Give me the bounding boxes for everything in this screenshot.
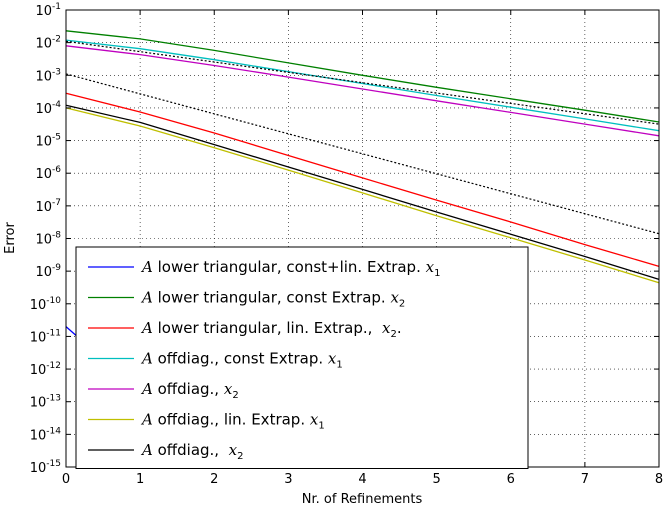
y-tick-label: 10-9 bbox=[35, 263, 61, 280]
x-tick-label: 5 bbox=[432, 472, 440, 487]
x-tick-label: 7 bbox=[581, 472, 589, 487]
y-tick-label: 10-14 bbox=[30, 426, 62, 443]
y-tick-label: 10-12 bbox=[30, 361, 61, 378]
x-tick-label: 0 bbox=[62, 472, 70, 487]
y-tick-label: 10-13 bbox=[30, 394, 61, 411]
x-tick-label: 3 bbox=[284, 472, 292, 487]
y-axis-ticks: 10-15 10-14 10-13 10-12 10-11 10-10 10-9 10-8 10… bbox=[30, 2, 659, 476]
legend-entry: A offdiag., x2 bbox=[140, 380, 239, 401]
legend-entry: A offdiag., lin. Extrap. x1 bbox=[140, 411, 325, 432]
y-tick-label: 10-7 bbox=[35, 198, 61, 215]
legend: A lower triangular, const+lin. Extrap. x… bbox=[75, 246, 529, 469]
series-line-5 bbox=[65, 45, 660, 137]
legend-entry: A offdiag., const Extrap. x1 bbox=[140, 350, 343, 371]
y-tick-label: 10-15 bbox=[30, 459, 61, 476]
x-tick-label: 1 bbox=[136, 472, 144, 487]
y-tick-label: 10-1 bbox=[35, 2, 61, 19]
y-tick-label: 10-2 bbox=[35, 35, 61, 52]
y-tick-label: 10-5 bbox=[35, 133, 61, 150]
series-line-6 bbox=[65, 107, 660, 284]
legend-entry: A lower triangular, const Extrap. x2 bbox=[140, 289, 405, 310]
legend-box bbox=[75, 246, 529, 469]
x-tick-label: 8 bbox=[655, 472, 663, 487]
y-tick-label: 10-11 bbox=[30, 328, 61, 345]
x-tick-label: 6 bbox=[507, 472, 515, 487]
series-line-3 bbox=[65, 92, 660, 268]
x-tick-label: 2 bbox=[210, 472, 218, 487]
y-tick-label: 10-8 bbox=[35, 231, 61, 248]
y-tick-label: 10-10 bbox=[30, 296, 62, 313]
y-tick-label: 10-3 bbox=[35, 67, 61, 84]
legend-entry: A offdiag., x2 bbox=[140, 441, 243, 462]
series-line-4 bbox=[65, 39, 660, 132]
legend-entry: A lower triangular, lin. Extrap., x2. bbox=[140, 319, 402, 340]
x-tick-label: 4 bbox=[358, 472, 366, 487]
y-axis-label: Error bbox=[3, 222, 18, 254]
series-line-7 bbox=[65, 104, 660, 281]
y-tick-label: 10-6 bbox=[35, 165, 61, 182]
series-line-2 bbox=[65, 30, 660, 123]
y-tick-label: 10-4 bbox=[35, 100, 61, 117]
legend-entry: A lower triangular, const+lin. Extrap. x… bbox=[140, 258, 440, 279]
x-axis-label: Nr. of Refinements bbox=[302, 492, 423, 507]
